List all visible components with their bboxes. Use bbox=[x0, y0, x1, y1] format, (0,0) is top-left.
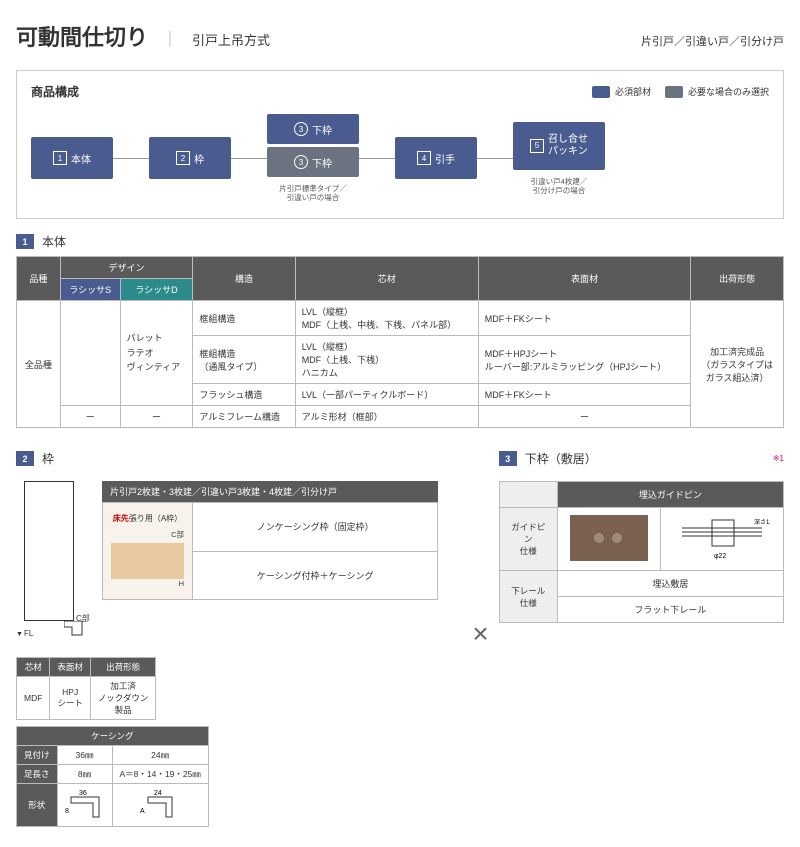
section-2-header: 2 枠 bbox=[16, 450, 438, 467]
frame-options-table: 片引戸2枚建・3枚建／引違い戸3枚建・4枚建／引分け戸 床先張り用（A枠） C部… bbox=[102, 481, 438, 647]
material-table: 芯材表面材出荷形態 MDF HPJ シート 加工済 ノックダウン 製品 bbox=[16, 657, 156, 720]
guide-pin-photo bbox=[570, 515, 648, 561]
flow-caption-3: 片引戸標準タイプ／ 引違い戸の場合 bbox=[279, 184, 347, 202]
section-3-header: 3 下枠（敷居） ※1 bbox=[499, 450, 784, 467]
legend: 必須部材 必要な場合のみ選択 bbox=[592, 85, 769, 98]
svg-text:8: 8 bbox=[65, 808, 69, 815]
divider: ｜ bbox=[162, 26, 178, 50]
legend-optional: 必要な場合のみ選択 bbox=[688, 85, 769, 98]
page-title: 可動間仕切り bbox=[16, 20, 148, 52]
svg-text:A: A bbox=[140, 808, 145, 815]
page-subtitle: 引戸上吊方式 bbox=[192, 30, 270, 49]
section-badge-2: 2 bbox=[16, 451, 34, 466]
svg-text:36: 36 bbox=[79, 790, 87, 797]
composition-title: 商品構成 bbox=[31, 83, 79, 100]
flow-node-1: 1本体 bbox=[31, 137, 113, 179]
svg-text:φ22: φ22 bbox=[714, 553, 726, 560]
body-spec-table: 品種 デザイン 構造 芯材 表面材 出荷形態 ラシッサS ラシッサD 全品種 パ… bbox=[16, 256, 784, 428]
section-badge-3: 3 bbox=[499, 451, 517, 466]
flow-node-3a: 3下枠 bbox=[267, 114, 359, 144]
header-types: 片引戸／引違い戸／引分け戸 bbox=[641, 33, 784, 49]
flow-node-3b: 3下枠 bbox=[267, 147, 359, 177]
profile-diagram-1: 36 8 bbox=[65, 787, 105, 821]
section-3-title: 下枠（敷居） bbox=[525, 450, 597, 467]
svg-text:深さ12: 深さ12 bbox=[754, 518, 770, 526]
casing-table: ケーシング 見付け36㎜24㎜ 足長さ8㎜A＝8・14・19・25㎜ 形状 36… bbox=[16, 726, 209, 827]
flow-node-2: 2枠 bbox=[149, 137, 231, 179]
flow-caption-5: 引違い戸4枚建／ 引分け戸の場合 bbox=[531, 177, 588, 195]
door-diagram: FL C部 bbox=[16, 481, 90, 647]
sill-table: 埋込ガイドピン ガイドピン 仕様 φ22 深さ12 bbox=[499, 481, 784, 623]
flow-node-4: 4引手 bbox=[395, 137, 477, 179]
guide-pin-diagram: φ22 深さ12 bbox=[674, 514, 770, 562]
legend-required: 必須部材 bbox=[615, 85, 651, 98]
section-3-note: ※1 bbox=[773, 454, 784, 463]
multiply-symbol: × bbox=[462, 440, 498, 827]
section-2-title: 枠 bbox=[42, 450, 54, 467]
section-1-title: 本体 bbox=[42, 233, 66, 250]
page-header: 可動間仕切り ｜ 引戸上吊方式 片引戸／引違い戸／引分け戸 bbox=[16, 20, 784, 52]
section-1-header: 1 本体 bbox=[16, 233, 784, 250]
composition-panel: 商品構成 必須部材 必要な場合のみ選択 1本体 2枠 3下枠 3下枠 片引戸標準… bbox=[16, 70, 784, 219]
profile-diagram-2: 24 A bbox=[140, 787, 180, 821]
flow-diagram: 1本体 2枠 3下枠 3下枠 片引戸標準タイプ／ 引違い戸の場合 4引手 5召し… bbox=[31, 114, 769, 202]
svg-text:24: 24 bbox=[154, 790, 162, 797]
section-badge-1: 1 bbox=[16, 234, 34, 249]
flow-node-5: 5召し合せ パッキン bbox=[513, 122, 605, 170]
